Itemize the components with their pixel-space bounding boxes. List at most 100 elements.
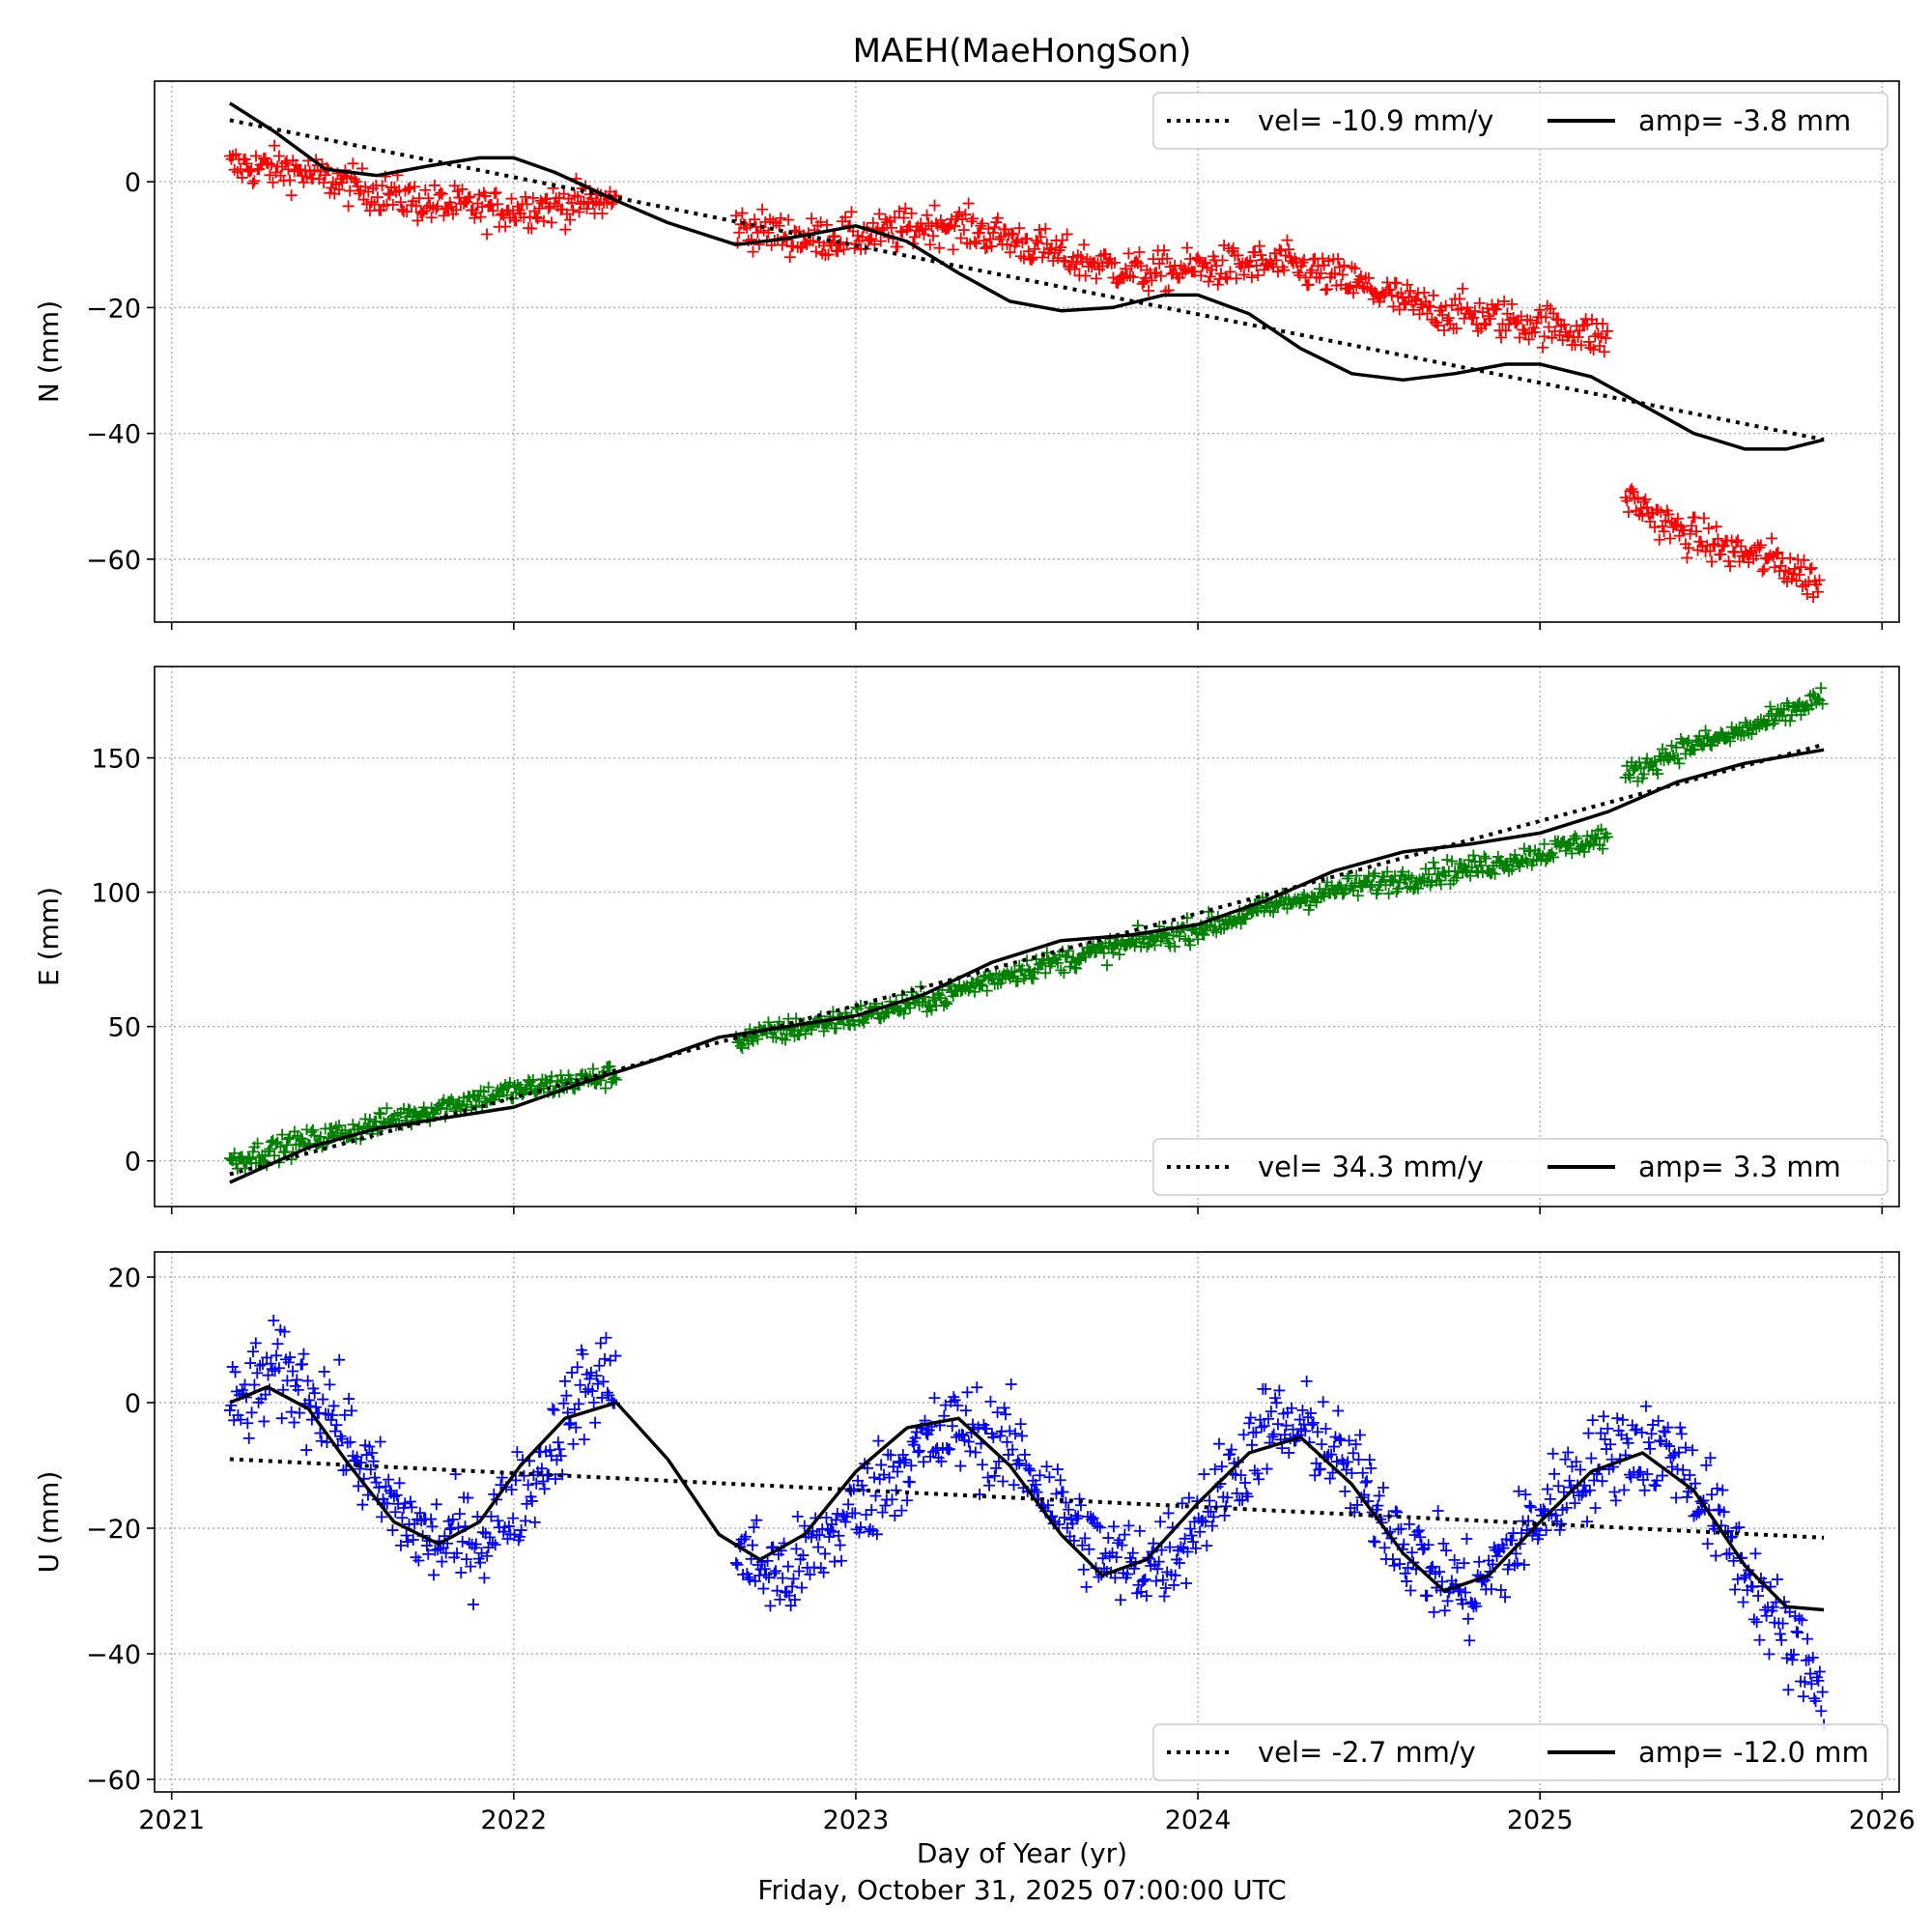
observation-point [1487,1558,1499,1571]
observation-point [1347,1447,1359,1460]
observation-point [426,1520,439,1533]
velocity-trend-line [229,118,1825,442]
observation-point [1210,260,1223,272]
observation-point [1483,310,1495,323]
x-tick-label: 2025 [1507,1805,1574,1835]
observation-point [1520,1489,1532,1501]
observation-point [1033,223,1045,236]
observation-point [836,1554,848,1567]
observation-point [1052,252,1065,265]
observation-point [983,1479,996,1492]
observation-point [1296,256,1309,269]
observation-point [1707,539,1719,552]
observation-point [869,1490,882,1502]
observation-point [1600,332,1612,345]
observation-point [567,204,580,216]
observation-point [481,1549,494,1562]
plot-area-e [223,682,1829,1184]
observation-point [1094,1521,1106,1534]
observation-point [820,1512,833,1524]
observation-point [1414,1531,1427,1544]
observation-point [1462,1612,1474,1625]
observation-point [933,242,946,254]
observation-point [756,203,769,215]
observation-point [1421,1590,1434,1603]
observation-point [953,206,966,218]
observation-point [1506,298,1519,310]
observation-point [601,1386,613,1399]
observation-point [1254,1413,1266,1426]
observation-point [1733,1521,1746,1533]
observation-point [1543,321,1555,333]
observation-point [1524,1501,1537,1514]
observation-point [1070,1512,1083,1524]
observation-point [1804,1667,1816,1680]
observation-point [288,1416,300,1429]
observation-point [1701,732,1714,745]
observation-point [1674,1421,1687,1434]
observation-point [1122,1568,1134,1580]
x-tick-label: 2023 [823,1805,890,1835]
observation-point [955,1428,968,1440]
observation-point [1185,1529,1198,1542]
observation-point [1336,269,1349,281]
observation-point [1578,845,1591,858]
observation-point [1225,1443,1237,1456]
observation-point [791,1510,804,1522]
observation-point [1299,1425,1312,1437]
subplot-e: 0 50 100 150 E (mm) vel= 34.3 mm/y amp= 3.3 mm [33,666,1900,1214]
observation-point [1388,1559,1401,1572]
observation-point [964,1445,977,1458]
observation-point [334,1430,347,1442]
observation-point [830,1022,842,1035]
observation-point [1350,869,1363,882]
seasonal-fit-line [229,748,1825,1184]
observation-point [269,139,281,152]
observation-point [807,235,819,247]
observation-point [1302,278,1315,291]
observation-point [1729,1583,1742,1596]
observation-point [1150,1575,1162,1587]
observation-point [262,1145,274,1157]
observation-point [1232,249,1244,262]
observation-point [1312,1426,1323,1438]
observation-point [1627,486,1639,498]
observation-point [1655,506,1667,519]
axes-frame [154,1251,1900,1793]
observation-point [1598,1410,1610,1423]
observation-point [987,226,1000,239]
observation-point [1133,1524,1146,1537]
observation-point [1608,1486,1621,1498]
observation-point [1158,244,1170,257]
observation-point [486,1537,498,1549]
observation-point [285,1406,298,1418]
observation-point [875,1459,888,1471]
observation-point [764,1600,777,1612]
observation-point [786,1580,799,1593]
observation-point [249,1337,262,1350]
observation-point [1411,1525,1424,1538]
observation-point [909,1432,922,1444]
observation-point [594,1337,607,1350]
observation-point [1401,1575,1413,1587]
observation-point [1403,1518,1415,1530]
observation-point [1018,1448,1031,1461]
observation-point [1492,298,1504,311]
observation-point [1655,1435,1667,1448]
observation-point [522,1479,534,1492]
observation-point [270,1350,283,1362]
observation-point [485,1510,497,1522]
observation-point [1400,298,1412,311]
observation-point [1004,1425,1016,1437]
observation-point [1690,1508,1703,1520]
observation-point [538,1483,551,1495]
observation-point [920,223,932,236]
observation-point [777,1572,789,1584]
observation-point [245,164,258,177]
observation-point [298,1348,310,1360]
observation-point [314,1427,327,1439]
observation-point [272,1362,285,1375]
observation-point [980,242,992,255]
observation-point [593,1359,606,1372]
observation-point [954,232,967,244]
